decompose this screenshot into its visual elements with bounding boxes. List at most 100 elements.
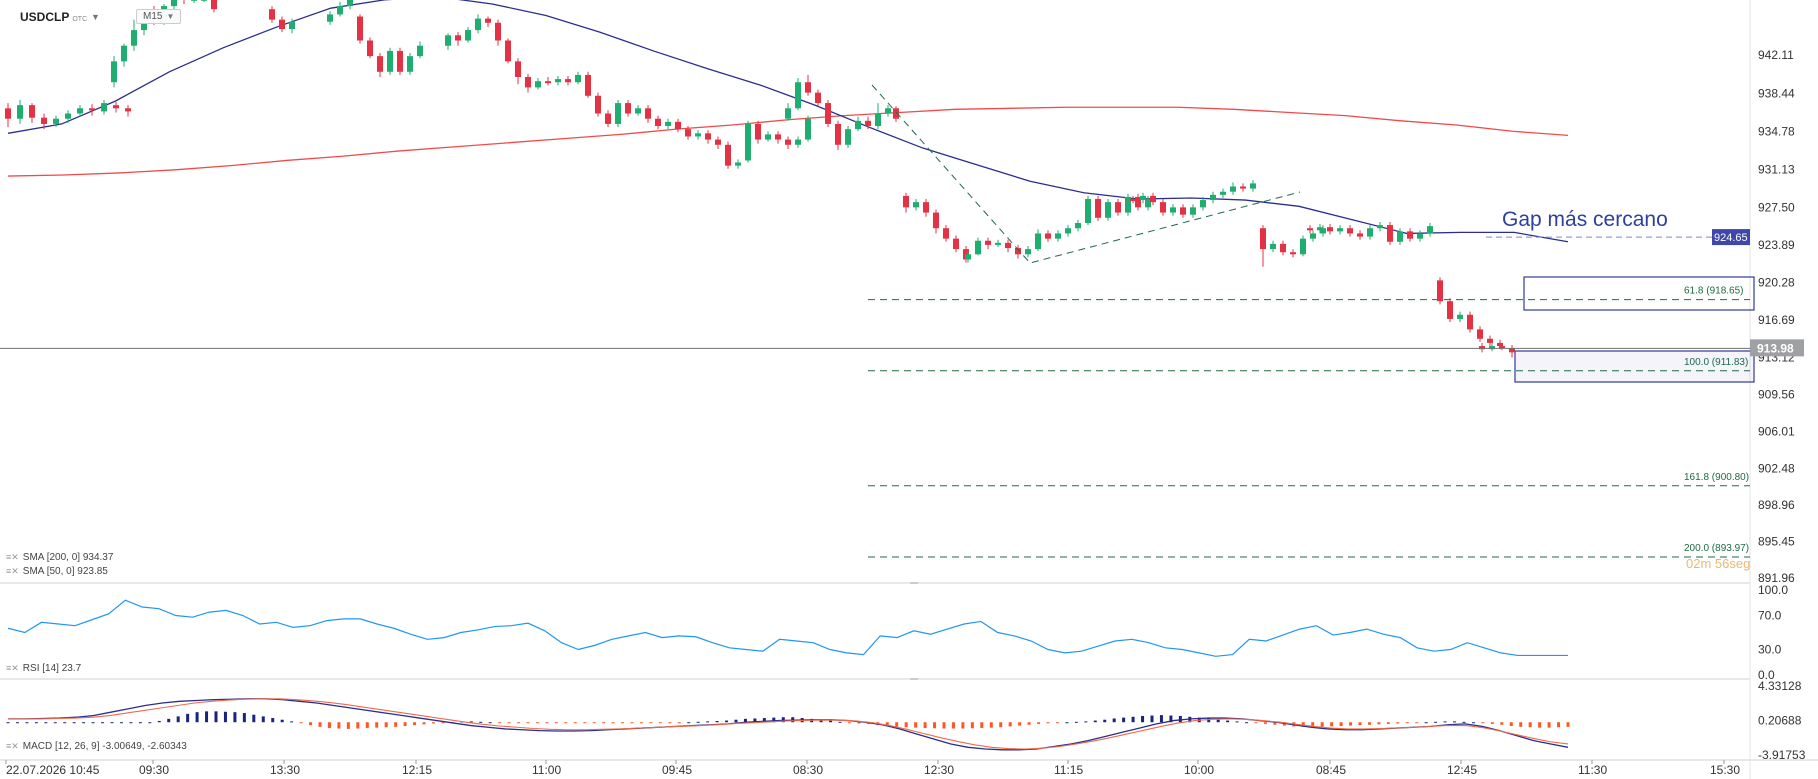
sma50-line[interactable] <box>7 0 1569 243</box>
bullish-candle[interactable] <box>1397 231 1403 242</box>
bearish-candle[interactable] <box>1015 248 1021 255</box>
bearish-candle[interactable] <box>367 40 373 57</box>
bearish-candle[interactable] <box>1115 202 1121 213</box>
bearish-candle[interactable] <box>525 77 531 88</box>
timeframe-selector[interactable]: M15 ▼ <box>136 9 182 24</box>
legend-handle-icon[interactable]: ≡✕ <box>6 741 19 751</box>
bullish-candle[interactable] <box>695 133 701 137</box>
bullish-candle[interactable] <box>845 129 851 145</box>
bullish-candle[interactable] <box>535 81 541 88</box>
bullish-candle[interactable] <box>1065 228 1071 234</box>
bullish-candle[interactable] <box>1310 233 1316 239</box>
bullish-candle[interactable] <box>201 0 207 1</box>
bearish-candle[interactable] <box>1447 301 1453 319</box>
bearish-candle[interactable] <box>1240 186 1246 189</box>
bullish-candle[interactable] <box>131 30 137 46</box>
bullish-candle[interactable] <box>1320 228 1326 234</box>
bullish-candle[interactable] <box>1125 196 1131 213</box>
bullish-candle[interactable] <box>635 108 641 114</box>
bearish-candle[interactable] <box>685 129 691 137</box>
current-price-tag[interactable] <box>1750 339 1804 357</box>
bullish-candle[interactable] <box>475 18 481 31</box>
bullish-candle[interactable] <box>417 45 423 57</box>
bearish-candle[interactable] <box>655 118 661 127</box>
gap-annotation[interactable]: Gap más cercano <box>1502 208 1668 231</box>
bearish-candle[interactable] <box>943 228 949 239</box>
bearish-candle[interactable] <box>1290 252 1296 255</box>
bullish-candle[interactable] <box>1270 243 1276 250</box>
bullish-candle[interactable] <box>1140 195 1146 201</box>
bearish-candle[interactable] <box>1180 207 1186 215</box>
bearish-candle[interactable] <box>397 50 403 72</box>
bullish-candle[interactable] <box>805 118 811 140</box>
bullish-candle[interactable] <box>735 162 741 166</box>
bullish-candle[interactable] <box>975 240 981 255</box>
bullish-candle[interactable] <box>1489 346 1495 350</box>
bullish-candle[interactable] <box>913 202 919 208</box>
bullish-candle[interactable] <box>1457 314 1463 319</box>
bullish-candle[interactable] <box>855 120 861 130</box>
bullish-candle[interactable] <box>445 35 451 46</box>
bearish-candle[interactable] <box>279 19 285 30</box>
bearish-candle[interactable] <box>211 0 217 10</box>
bearish-candle[interactable] <box>605 113 611 124</box>
legend-handle-icon[interactable]: ≡✕ <box>6 566 19 576</box>
bearish-candle[interactable] <box>1150 195 1156 203</box>
chevron-down-icon[interactable]: ▼ <box>91 12 100 22</box>
bullish-candle[interactable] <box>1367 228 1373 237</box>
bullish-candle[interactable] <box>337 6 343 15</box>
bearish-candle[interactable] <box>595 95 601 114</box>
bearish-candle[interactable] <box>825 103 831 124</box>
bearish-candle[interactable] <box>565 79 571 83</box>
bullish-candle[interactable] <box>465 30 471 41</box>
legend-rsi[interactable]: ≡✕ RSI [14] 23.7 <box>6 663 81 674</box>
bearish-candle[interactable] <box>625 103 631 114</box>
bearish-candle[interactable] <box>41 117 47 124</box>
bearish-candle[interactable] <box>515 61 521 78</box>
bearish-candle[interactable] <box>815 92 821 104</box>
bearish-candle[interactable] <box>125 108 131 112</box>
bullish-candle[interactable] <box>1427 226 1433 234</box>
bullish-candle[interactable] <box>1377 225 1383 229</box>
bullish-candle[interactable] <box>1035 233 1041 250</box>
legend-sma200[interactable]: ≡✕ SMA [200, 0] 934.37 <box>6 552 113 563</box>
bullish-candle[interactable] <box>407 56 413 72</box>
bearish-candle[interactable] <box>1307 228 1313 231</box>
bearish-candle[interactable] <box>1357 233 1363 237</box>
bearish-candle[interactable] <box>1437 280 1443 302</box>
gap-level-tag[interactable] <box>1712 229 1750 246</box>
bearish-candle[interactable] <box>645 108 651 119</box>
bearish-candle[interactable] <box>785 139 791 145</box>
bullish-candle[interactable] <box>555 79 561 83</box>
bearish-candle[interactable] <box>903 195 909 208</box>
bearish-candle[interactable] <box>705 133 711 140</box>
legend-handle-icon[interactable]: ≡✕ <box>6 663 19 673</box>
bearish-candle[interactable] <box>775 134 781 140</box>
bullish-candle[interactable] <box>1300 238 1306 255</box>
bearish-candle[interactable] <box>755 123 761 140</box>
bullish-candle[interactable] <box>1220 191 1226 195</box>
bullish-candle[interactable] <box>1210 194 1216 201</box>
bullish-candle[interactable] <box>1200 200 1206 208</box>
bearish-candle[interactable] <box>1280 243 1286 253</box>
bullish-candle[interactable] <box>795 82 801 109</box>
gap-zone-upper[interactable] <box>1523 276 1755 311</box>
bearish-candle[interactable] <box>113 105 119 109</box>
bearish-candle[interactable] <box>1045 233 1051 239</box>
bearish-candle[interactable] <box>485 18 491 23</box>
bearish-candle[interactable] <box>1135 196 1141 208</box>
bearish-candle[interactable] <box>953 238 959 250</box>
bullish-candle[interactable] <box>347 0 353 7</box>
bullish-candle[interactable] <box>1055 233 1061 239</box>
bearish-candle[interactable] <box>505 40 511 62</box>
bullish-candle[interactable] <box>765 134 771 140</box>
bearish-candle[interactable] <box>455 35 461 41</box>
bearish-candle[interactable] <box>865 120 871 127</box>
bullish-candle[interactable] <box>1170 207 1176 213</box>
bearish-candle[interactable] <box>1260 228 1266 250</box>
macd-line[interactable] <box>8 698 1569 751</box>
bullish-candle[interactable] <box>1075 223 1081 229</box>
bearish-candle[interactable] <box>835 123 841 145</box>
bullish-candle[interactable] <box>111 61 117 83</box>
